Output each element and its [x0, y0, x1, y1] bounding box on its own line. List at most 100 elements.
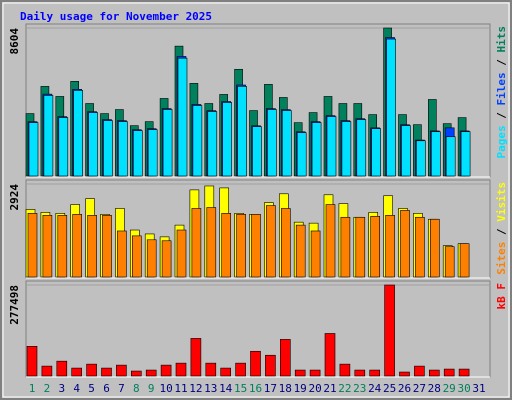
x-tick-label: 31 — [472, 382, 485, 395]
x-tick-label: 18 — [279, 382, 292, 395]
y-tick-label: 8604 — [8, 28, 21, 55]
bar — [415, 216, 425, 278]
x-tick-label: 9 — [148, 382, 155, 395]
bar — [192, 105, 203, 177]
bar — [26, 346, 38, 377]
legend-entry: Files — [495, 72, 508, 105]
bar — [73, 90, 83, 177]
bar — [458, 368, 470, 377]
bar — [101, 367, 112, 377]
bar — [86, 363, 97, 377]
bar — [414, 365, 425, 377]
bar — [41, 365, 53, 377]
x-tick-label: 3 — [58, 382, 65, 395]
bar — [146, 239, 157, 278]
bar — [56, 360, 68, 377]
bar — [371, 128, 382, 177]
bar — [102, 215, 112, 278]
x-tick-label: 21 — [323, 382, 336, 395]
bar — [43, 95, 54, 177]
x-tick-label: 23 — [353, 382, 366, 395]
bar — [236, 214, 246, 278]
bar — [416, 140, 426, 177]
bar — [175, 362, 187, 377]
bar — [133, 130, 143, 177]
bar — [252, 126, 262, 177]
legend-separator: / — [495, 53, 508, 73]
bar — [267, 109, 277, 177]
x-tick-label: 29 — [443, 382, 456, 395]
bar — [72, 214, 82, 278]
legend-entry: Hits — [495, 26, 508, 53]
bar — [386, 38, 396, 177]
legend-separator: / — [495, 106, 508, 126]
chart-title: Daily usage for November 2025 — [20, 10, 212, 23]
bar — [356, 119, 367, 177]
bar — [428, 369, 440, 377]
bar — [206, 207, 217, 278]
y-tick-label: 2924 — [8, 184, 21, 211]
bar — [296, 132, 307, 177]
x-tick-label: 1 — [29, 382, 36, 395]
bar — [295, 224, 306, 278]
x-tick-label: 10 — [159, 382, 172, 395]
bar — [116, 364, 127, 377]
x-tick-label: 22 — [338, 382, 351, 395]
bar — [444, 246, 455, 278]
bar — [324, 333, 336, 377]
x-tick-label: 2 — [44, 382, 51, 395]
bar — [355, 216, 366, 278]
x-tick-label: 14 — [219, 382, 233, 395]
x-tick-label: 30 — [457, 382, 470, 395]
bar — [57, 215, 68, 278]
bar — [443, 368, 455, 377]
legend-entry: Visits — [495, 182, 508, 222]
bar — [205, 362, 217, 377]
bar — [162, 109, 173, 177]
bar — [250, 350, 261, 377]
bar — [58, 117, 69, 177]
bar — [369, 369, 381, 377]
bar — [311, 122, 322, 177]
bar — [207, 111, 218, 177]
bar — [190, 338, 202, 377]
bar — [118, 121, 128, 177]
bar — [401, 125, 411, 177]
bar — [87, 215, 97, 278]
bar — [103, 120, 113, 177]
bar — [42, 215, 53, 278]
bar — [160, 364, 172, 377]
x-tick-label: 4 — [73, 382, 80, 395]
bar — [400, 210, 410, 278]
x-tick-label: 7 — [118, 382, 125, 395]
bar — [191, 208, 202, 278]
x-tick-label: 26 — [398, 382, 411, 395]
bar — [325, 204, 336, 278]
x-tick-label: 20 — [308, 382, 321, 395]
bar — [132, 235, 142, 278]
bar — [237, 86, 247, 177]
bar — [384, 284, 395, 377]
legend-entry: Pages — [495, 125, 508, 158]
x-tick-label: 16 — [249, 382, 262, 395]
bar — [220, 367, 231, 377]
x-tick-label: 5 — [88, 382, 95, 395]
x-tick-label: 17 — [264, 382, 277, 395]
x-tick-label: 25 — [383, 382, 396, 395]
bar — [117, 230, 127, 278]
bar — [177, 57, 188, 177]
bar — [251, 214, 261, 278]
legend: Pages / Files / Hits — [495, 26, 508, 159]
bar — [460, 131, 471, 177]
bar — [370, 216, 381, 278]
y-tick-label: 277498 — [8, 285, 21, 325]
bar — [399, 371, 410, 377]
bar — [266, 205, 276, 278]
x-tick-label: 6 — [103, 382, 110, 395]
bar — [430, 131, 441, 177]
bar — [310, 230, 321, 278]
x-tick-label: 8 — [133, 382, 140, 395]
